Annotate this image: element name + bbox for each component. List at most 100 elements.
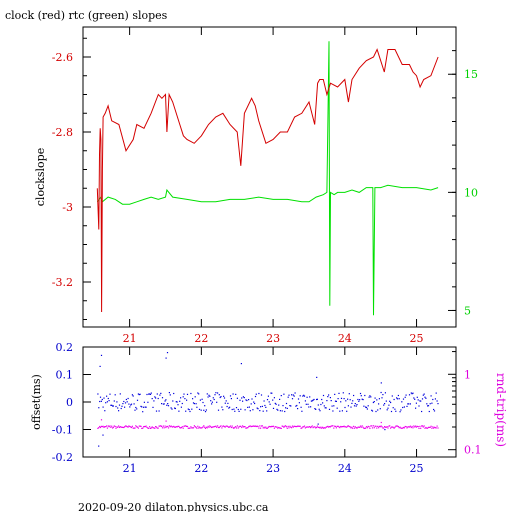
offset-point xyxy=(390,410,393,413)
rndtrip-point xyxy=(184,425,186,427)
rndtrip-point xyxy=(301,427,303,429)
offset-point xyxy=(396,397,398,399)
rndtrip-point xyxy=(394,426,396,428)
offset-point xyxy=(172,400,174,402)
offset-point xyxy=(276,408,278,410)
offset-point xyxy=(241,397,243,399)
rndtrip-point xyxy=(118,425,120,427)
rndtrip-point xyxy=(334,425,336,427)
offset-point xyxy=(152,406,154,408)
offset-point xyxy=(318,408,320,410)
rndtrip-point xyxy=(218,426,220,429)
rndtrip-point xyxy=(151,426,153,428)
rndtrip-point xyxy=(136,426,139,428)
offset-outlier-point xyxy=(165,357,167,359)
offset-point xyxy=(344,406,346,409)
rndtrip-point xyxy=(122,426,124,428)
top-axis-ticks: 21 22 23 24 25 -2.6 -2.8 -3 -3.2 15 10 5 xyxy=(52,27,478,345)
rndtrip-point xyxy=(412,427,414,429)
rndtrip-point xyxy=(217,425,219,427)
rndtrip-point xyxy=(332,425,334,427)
rndtrip-point xyxy=(378,425,380,427)
rndtrip-point xyxy=(210,426,212,428)
offset-point xyxy=(373,401,375,403)
offset-point xyxy=(377,409,379,411)
rndtrip-point xyxy=(415,425,417,427)
offset-point xyxy=(262,410,264,412)
offset-point xyxy=(409,403,411,405)
rndtrip-point xyxy=(131,425,133,427)
rndtrip-point xyxy=(103,426,105,428)
offset-point xyxy=(383,404,385,406)
rndtrip-point xyxy=(294,425,296,427)
offset-point xyxy=(287,396,289,398)
rndtrip-point xyxy=(264,427,266,429)
rndtrip-point xyxy=(126,426,128,428)
rndtrip-point xyxy=(388,425,390,427)
rndtrip-point xyxy=(317,426,319,428)
offset-point xyxy=(335,400,337,402)
rndtrip-point xyxy=(106,425,108,427)
rndtrip-point xyxy=(300,427,302,429)
offset-point xyxy=(113,400,115,402)
rndtrip-point xyxy=(331,425,333,427)
rndtrip-point xyxy=(124,426,126,428)
rndtrip-point xyxy=(298,425,300,427)
rndtrip-point xyxy=(156,427,158,429)
offset-point xyxy=(184,398,186,400)
offset-point xyxy=(106,401,108,403)
rndtrip-point xyxy=(326,426,328,428)
rndtrip-point xyxy=(231,425,233,427)
offset-point xyxy=(310,400,312,402)
rndtrip-point xyxy=(427,427,429,429)
offset-point xyxy=(229,406,231,408)
rndtrip-point xyxy=(113,425,115,427)
rndtrip-point xyxy=(252,425,254,427)
rndtrip-point xyxy=(428,426,430,428)
offset-point xyxy=(381,397,383,399)
rndtrip-point xyxy=(221,427,223,429)
rndtrip-point xyxy=(209,425,211,427)
rndtrip-point xyxy=(359,426,361,428)
rndtrip-point xyxy=(118,426,121,428)
offset-point xyxy=(392,407,394,409)
rndtrip-point xyxy=(344,426,346,428)
offset-point xyxy=(386,409,388,411)
offset-point xyxy=(259,410,261,412)
rndtrip-point xyxy=(333,427,335,429)
offset-point xyxy=(353,394,355,397)
rndtrip-point xyxy=(198,427,200,429)
offset-point xyxy=(125,398,127,401)
offset-point xyxy=(99,400,101,403)
offset-point xyxy=(303,395,306,397)
rndtrip-point xyxy=(389,425,391,427)
rndtrip-point xyxy=(283,426,285,428)
offset-point xyxy=(336,407,338,409)
offset-point xyxy=(255,393,257,395)
rndtrip-point xyxy=(167,427,170,429)
offset-point xyxy=(159,394,161,396)
rndtrip-point xyxy=(140,425,142,427)
offset-point xyxy=(414,398,416,400)
offset-point xyxy=(320,403,322,406)
rndtrip-point xyxy=(192,427,195,429)
bottom-x-tick-label: 23 xyxy=(266,462,280,475)
top-x-tick-label: 24 xyxy=(338,332,352,345)
rndtrip-point xyxy=(161,425,163,427)
offset-point xyxy=(330,400,332,402)
rndtrip-point xyxy=(155,426,157,428)
offset-point xyxy=(380,391,382,394)
rndtrip-point xyxy=(367,425,369,427)
rndtrip-point xyxy=(320,426,322,428)
offset-point xyxy=(222,409,224,411)
offset-point xyxy=(424,396,426,398)
rndtrip-point xyxy=(200,427,202,429)
offset-point xyxy=(109,393,111,395)
top-ylabel: clockslope xyxy=(34,148,47,206)
rndtrip-point xyxy=(404,425,406,428)
rndtrip-point xyxy=(360,426,362,428)
offset-point xyxy=(427,405,429,407)
rndtrip-point xyxy=(116,426,118,428)
rndtrip-point xyxy=(293,425,295,427)
rndtrip-point xyxy=(178,425,180,427)
